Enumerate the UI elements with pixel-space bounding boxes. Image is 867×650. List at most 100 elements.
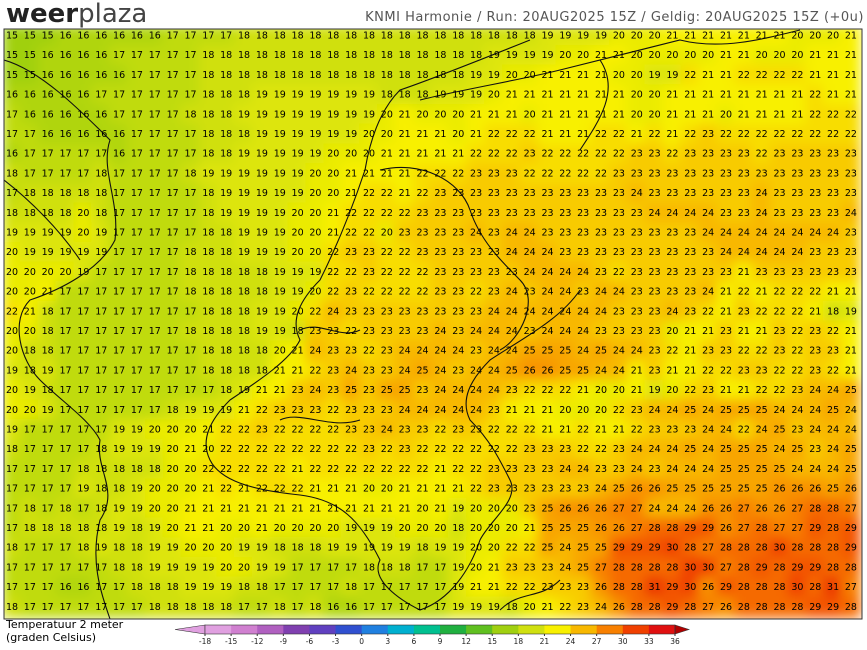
temperature-label: 17 [149,385,161,396]
field-cell [573,517,594,540]
temperature-label: 22 [327,444,339,455]
field-cell [144,320,165,343]
temperature-label: 22 [756,306,768,317]
field-cell [680,143,701,166]
field-cell [805,419,826,441]
field-cell [394,537,415,560]
temperature-label: 22 [613,405,625,416]
temperature-label: 20 [167,444,179,455]
field-cell [127,281,147,303]
temperature-label: 23 [684,228,696,239]
field-cell [341,596,362,619]
colorbar-tick-label: -15 [225,637,237,646]
temperature-label: 23 [756,168,768,179]
field-cell [19,123,40,146]
field-cell [698,537,719,560]
field-cell [127,300,147,323]
temperature-label: 17 [42,444,54,455]
temperature-label: 16 [77,90,89,101]
temperature-label: 23 [774,188,786,199]
temperature-label: 23 [702,149,714,160]
field-cell [501,103,522,126]
field-cell [537,576,558,599]
field-cell [662,44,683,67]
field-cell [573,438,594,461]
temperature-label: 22 [791,129,803,140]
field-cell [269,340,290,363]
field-cell [234,320,254,343]
field-cell [787,596,808,619]
field-cell [37,497,58,520]
temperature-label: 24 [756,425,768,436]
field-cell [555,182,576,205]
field-cell [537,123,558,146]
temperature-label: 21 [399,109,411,120]
field-cell [680,241,701,264]
field-cell [698,517,719,540]
field-cell [644,360,665,382]
temperature-label: 30 [666,543,678,554]
temperature-label: 17 [167,188,179,199]
field-cell [287,281,308,303]
field-cell [180,458,201,481]
field-cell [37,340,58,363]
temperature-label: 20 [309,523,321,534]
field-cell [19,241,40,264]
field-cell [716,84,736,106]
field-cell [501,576,522,599]
temperature-label: 23 [684,168,696,179]
field-cell [805,123,826,146]
temperature-label: 21 [577,90,589,101]
temperature-label: 23 [345,425,357,436]
field-cell [305,438,326,461]
temperature-label: 22 [631,425,643,436]
temperature-label: 17 [256,602,268,613]
temperature-label: 23 [559,582,571,593]
temperature-label: 23 [524,464,536,475]
temperature-label: 16 [60,129,72,140]
temperature-label: 23 [720,149,732,160]
field-cell [4,478,22,500]
colorbar-tick-label: 24 [566,637,576,646]
field-cell [55,497,76,520]
field-cell [269,557,290,579]
temperature-label: 18 [417,70,429,81]
field-cell [216,123,237,146]
field-cell [305,497,326,520]
temperature-label: 17 [60,543,72,554]
temperature-label: 16 [95,31,107,42]
temperature-label: 17 [77,405,89,416]
temperature-label: 17 [167,346,179,357]
field-cell [841,44,861,67]
field-cell [805,340,826,363]
field-cell [73,576,94,599]
temperature-label: 24 [470,326,482,337]
field-cell [359,123,379,146]
temperature-label: 21 [774,90,786,101]
temperature-label: 27 [791,523,803,534]
field-cell [37,517,58,540]
field-cell [430,44,451,67]
field-cell [91,202,112,225]
field-cell [662,340,683,363]
field-cell [751,163,772,185]
field-cell [394,163,415,185]
temperature-label: 24 [417,346,429,357]
temperature-label: 28 [827,523,839,534]
field-cell [608,438,629,461]
field-cell [234,438,254,461]
temperature-label: 17 [42,168,54,179]
field-cell [162,103,183,126]
temperature-label: 22 [470,444,482,455]
temperature-label: 28 [845,562,857,573]
field-cell [323,163,344,185]
field-cell [55,123,76,146]
temperature-label: 26 [559,503,571,514]
temperature-label: 16 [60,109,72,120]
temperature-label: 24 [702,287,714,298]
field-cell [608,557,629,579]
temperature-label: 17 [113,168,125,179]
temperature-label: 19 [381,543,393,554]
temperature-label: 24 [649,208,661,219]
field-cell [341,84,362,106]
